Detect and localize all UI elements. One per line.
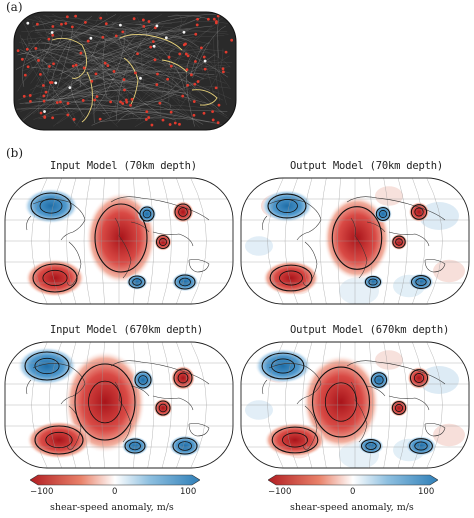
map-title-input-70: Input Model (70km depth) xyxy=(50,160,197,172)
colorbar-right-max: 100 xyxy=(418,487,435,497)
map-output-670 xyxy=(240,341,470,469)
colorbar-left xyxy=(30,474,200,486)
colorbar-left-max: 100 xyxy=(180,487,197,497)
colorbar-right-label: shear-speed anomaly, m/s xyxy=(290,502,414,513)
map-title-output-70: Output Model (70km depth) xyxy=(290,160,444,172)
colorbar-left-mid: 0 xyxy=(112,487,118,497)
colorbar-left-min: −100 xyxy=(30,487,54,497)
map-title-output-670: Output Model (670km depth) xyxy=(290,324,450,336)
colorbar-right-mid: 0 xyxy=(350,487,356,497)
panel-b-label: (b) xyxy=(6,146,24,160)
map-input-670 xyxy=(4,341,234,469)
map-output-70 xyxy=(240,177,470,305)
panel-a-label: (a) xyxy=(6,0,23,14)
colorbar-right-min: −100 xyxy=(268,487,292,497)
map-title-input-670: Input Model (670km depth) xyxy=(50,324,204,336)
map-input-70 xyxy=(4,177,234,305)
ray-coverage-map xyxy=(13,11,237,131)
colorbar-right xyxy=(268,474,438,486)
colorbar-left-label: shear-speed anomaly, m/s xyxy=(50,502,174,513)
